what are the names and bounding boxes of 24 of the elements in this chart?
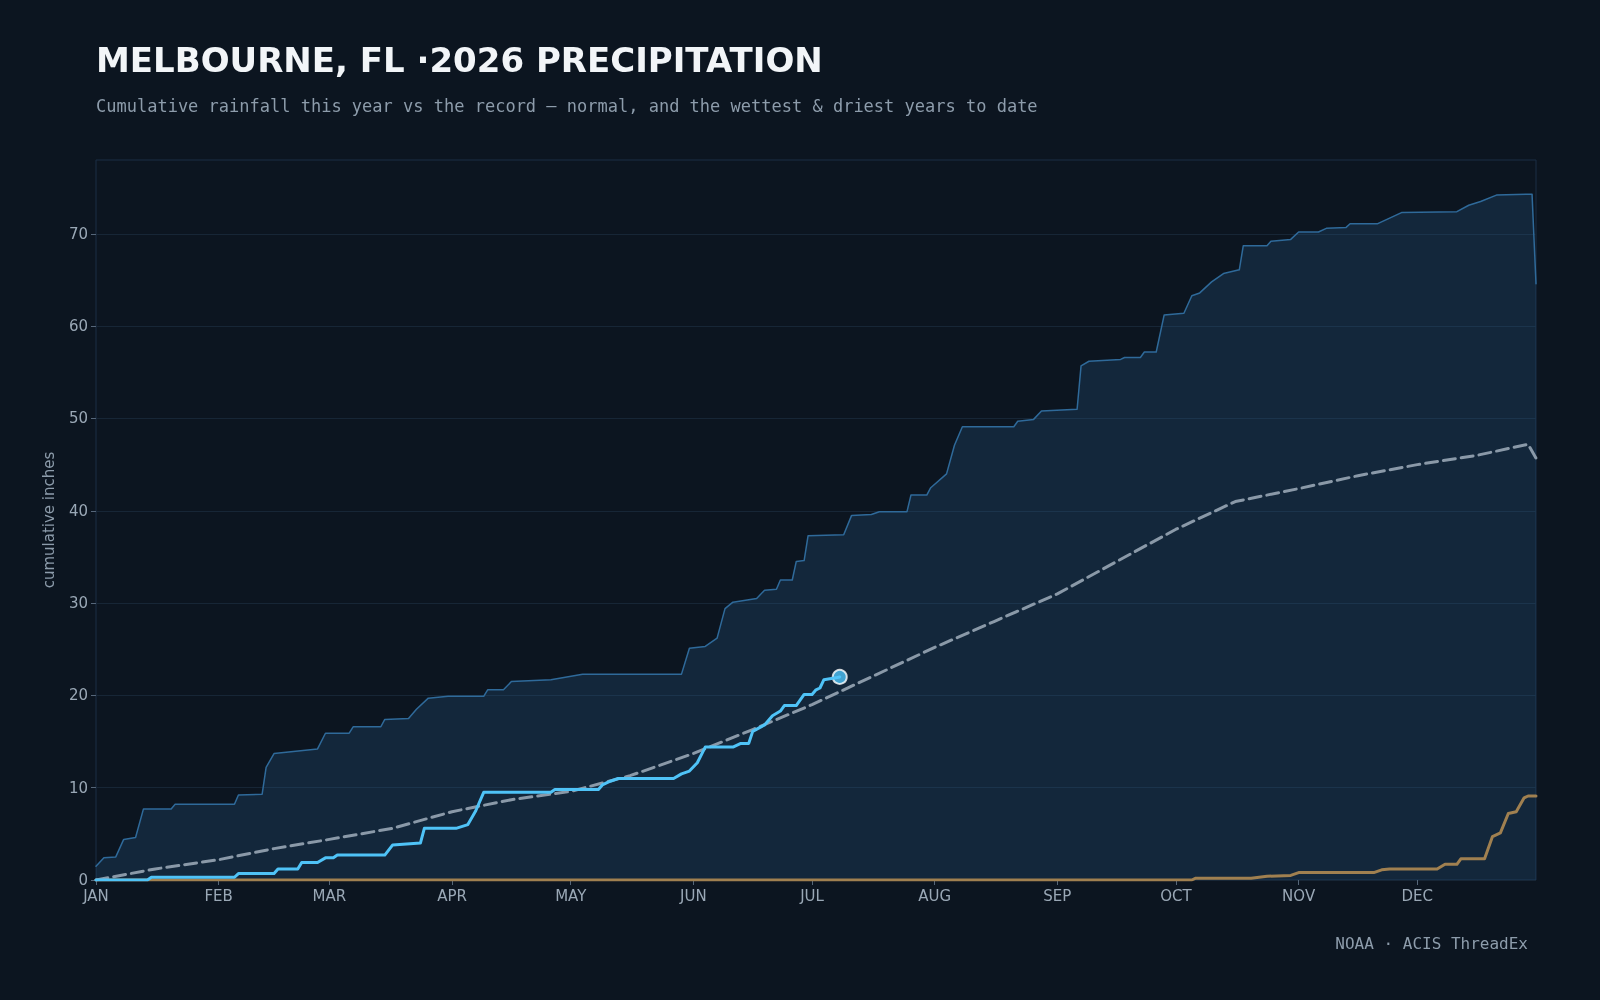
y-tick-label: 10: [68, 778, 88, 797]
text: NOAA · ACIS ThreadEx: [1335, 934, 1528, 953]
x-tick-label: MAY: [555, 886, 588, 905]
x-tick-label: MAR: [312, 886, 347, 905]
x-tick-label: DEC: [1401, 886, 1434, 905]
x-tick-label: SEP: [1043, 886, 1072, 905]
x-tick-label: OCT: [1160, 886, 1193, 905]
y-tick-label: 0: [78, 871, 88, 889]
x-tick-label: JUL: [799, 886, 825, 905]
y-tick-label: 30: [68, 594, 88, 613]
y-tick-label: 50: [68, 409, 88, 428]
x-tick-label: APR: [437, 886, 467, 905]
y-tick-label: 70: [68, 224, 88, 243]
y-axis-title: cumulative inches: [39, 451, 58, 589]
x-tick-label: FEB: [204, 886, 233, 905]
x-tick-label: AUG: [918, 886, 952, 905]
y-tick-label: 20: [68, 686, 88, 705]
x-tick-label: NOV: [1282, 886, 1316, 905]
chart-title: MELBOURNE, FL ·2026 PRECIPITATION: [96, 40, 823, 80]
y-tick-label: 40: [68, 501, 88, 520]
x-tick-label: JAN: [82, 886, 109, 905]
chart-subtitle: Cumulative rainfall this year vs the record — normal, and the wettest & driest years to date: [96, 96, 1038, 116]
x-tick-label: JUN: [679, 886, 707, 905]
y-tick-label: 60: [68, 317, 88, 336]
